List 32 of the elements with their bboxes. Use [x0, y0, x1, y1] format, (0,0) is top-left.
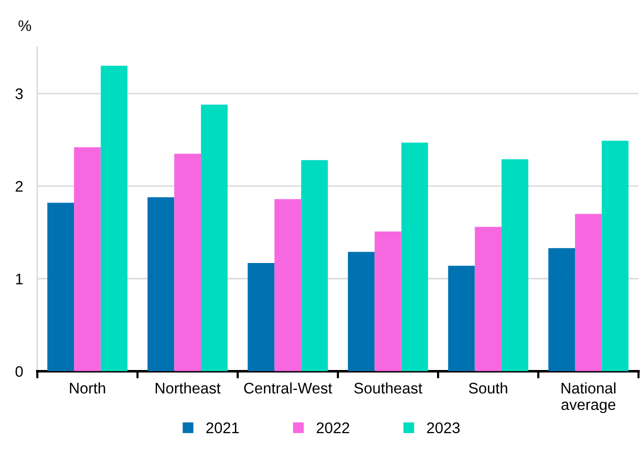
bar [548, 248, 576, 372]
bar [148, 197, 174, 372]
bar [448, 266, 475, 372]
bar [274, 199, 302, 372]
bar [575, 214, 602, 372]
x-tick-label: National average [561, 382, 616, 414]
y-tick-label: 2 [16, 180, 23, 192]
y-tick-label: 3 [15, 88, 23, 100]
bar [602, 140, 628, 372]
bar [174, 154, 201, 372]
legend-label: 2023 [427, 422, 460, 434]
x-tick-label: Northeast [156, 382, 221, 394]
x-tick-label: Central-West [244, 382, 332, 394]
bar [47, 202, 74, 372]
bar [74, 147, 101, 372]
bar [100, 66, 128, 372]
bar [200, 104, 228, 372]
y-axis-title: % [18, 20, 32, 32]
bar [348, 252, 375, 372]
bar [474, 226, 502, 372]
bar [374, 231, 402, 372]
bar [248, 262, 274, 372]
y-tick-label: 1 [16, 274, 23, 284]
x-tick-label: North [70, 382, 106, 394]
x-tick-label: South [468, 382, 508, 394]
y-tick-label: 0 [16, 366, 23, 377]
bar [301, 160, 328, 372]
legend-label: 2022 [316, 422, 350, 434]
bar [401, 142, 428, 372]
bar [502, 159, 528, 372]
legend-label: 2021 [206, 422, 239, 434]
x-tick-label: Southeast [354, 382, 422, 394]
